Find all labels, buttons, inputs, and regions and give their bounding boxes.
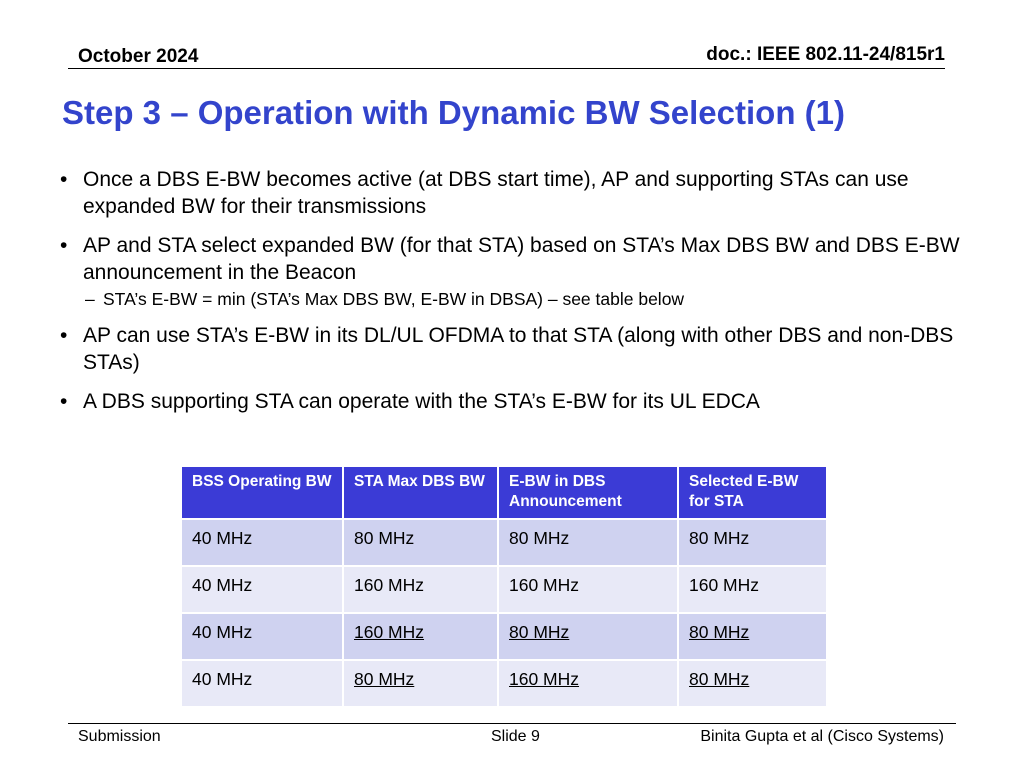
table-cell: 160 MHz: [342, 565, 499, 614]
bullet-dot-icon: •: [60, 324, 68, 347]
bullet-text: Once a DBS E-BW becomes active (at DBS s…: [83, 168, 909, 218]
bullet-item: • AP and STA select expanded BW (for tha…: [60, 232, 960, 286]
bw-selection-table: BSS Operating BW STA Max DBS BW E-BW in …: [180, 465, 828, 708]
table-row: 40 MHz 80 MHz 80 MHz 80 MHz: [180, 518, 828, 567]
footer-authors: Binita Gupta et al (Cisco Systems): [700, 728, 944, 745]
table-header-cell: STA Max DBS BW: [342, 465, 499, 520]
dash-icon: –: [85, 289, 95, 309]
bullet-item: • Once a DBS E-BW becomes active (at DBS…: [60, 166, 960, 220]
bullet-text: AP can use STA’s E-BW in its DL/UL OFDMA…: [83, 324, 954, 374]
table-cell-underlined: 80 MHz: [497, 612, 679, 661]
table-cell-underlined: 80 MHz: [677, 612, 828, 661]
bullet-dot-icon: •: [60, 390, 68, 413]
table-row: 40 MHz 160 MHz 80 MHz 80 MHz: [180, 612, 828, 661]
bullet-text: AP and STA select expanded BW (for that …: [83, 234, 960, 284]
table-cell: 80 MHz: [677, 518, 828, 567]
table-row: 40 MHz 160 MHz 160 MHz 160 MHz: [180, 565, 828, 614]
footer-slide-number: Slide 9: [491, 728, 540, 745]
header-date: October 2024: [78, 46, 199, 67]
table-cell-underlined: 160 MHz: [342, 612, 499, 661]
bullet-item: • A DBS supporting STA can operate with …: [60, 388, 960, 415]
sub-bullet-item: – STA’s E-BW = min (STA’s Max DBS BW, E-…: [60, 288, 960, 310]
table-row: 40 MHz 80 MHz 160 MHz 80 MHz: [180, 659, 828, 708]
table-cell-underlined: 80 MHz: [342, 659, 499, 708]
table-cell: 40 MHz: [180, 518, 344, 567]
bullet-list: • Once a DBS E-BW becomes active (at DBS…: [60, 166, 960, 427]
sub-bullet-text: STA’s E-BW = min (STA’s Max DBS BW, E-BW…: [103, 289, 685, 309]
table-cell: 40 MHz: [180, 565, 344, 614]
bullet-dot-icon: •: [60, 234, 68, 257]
table-header-cell: BSS Operating BW: [180, 465, 344, 520]
table-cell-underlined: 160 MHz: [497, 659, 679, 708]
table-cell: 80 MHz: [342, 518, 499, 567]
header-divider: [68, 68, 945, 69]
bullet-dot-icon: •: [60, 168, 68, 191]
footer-divider: [68, 723, 956, 724]
bullet-text: A DBS supporting STA can operate with th…: [83, 390, 760, 413]
table-header-row: BSS Operating BW STA Max DBS BW E-BW in …: [180, 465, 828, 520]
table-header-cell: E-BW in DBS Announcement: [497, 465, 679, 520]
table-header-cell: Selected E-BW for STA: [677, 465, 828, 520]
table-cell: 40 MHz: [180, 612, 344, 661]
slide-title: Step 3 – Operation with Dynamic BW Selec…: [62, 94, 845, 131]
bullet-item: • AP can use STA’s E-BW in its DL/UL OFD…: [60, 322, 960, 376]
table-cell: 160 MHz: [677, 565, 828, 614]
table-cell: 40 MHz: [180, 659, 344, 708]
table-cell: 80 MHz: [497, 518, 679, 567]
table-cell: 160 MHz: [497, 565, 679, 614]
header-doc-id: doc.: IEEE 802.11-24/815r1: [706, 44, 945, 65]
footer-submission: Submission: [78, 728, 161, 745]
table-cell-underlined: 80 MHz: [677, 659, 828, 708]
